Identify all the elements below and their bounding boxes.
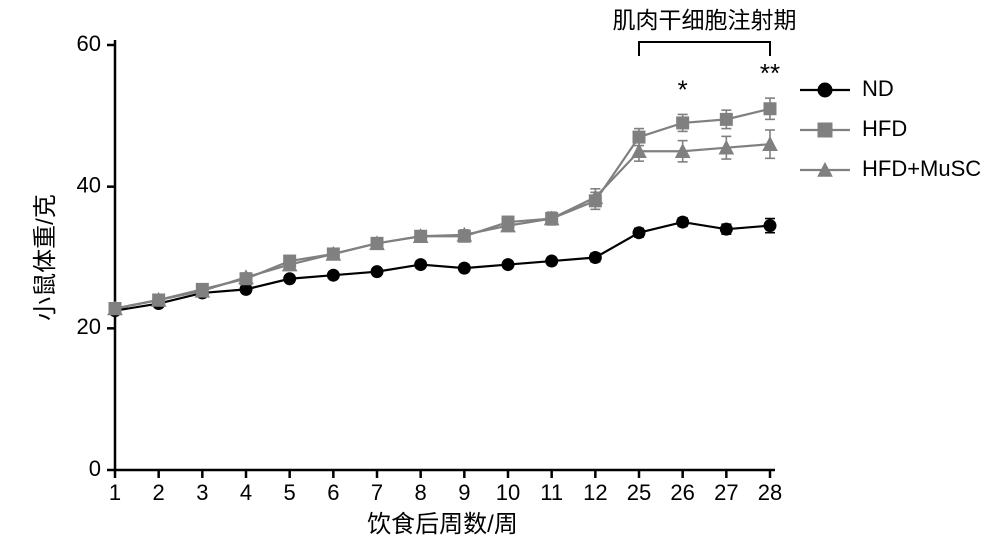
x-tick-label: 9 — [458, 480, 470, 505]
y-tick-label: 0 — [89, 456, 101, 481]
data-marker — [720, 113, 732, 125]
chart-container: 020406012345678910111225262728饮食后周数/周小鼠体… — [0, 0, 1000, 549]
series-line — [115, 109, 770, 309]
legend-label: HFD — [862, 116, 907, 141]
data-marker — [589, 252, 601, 264]
data-marker — [720, 223, 732, 235]
data-marker — [546, 255, 558, 267]
data-marker — [284, 273, 296, 285]
x-tick-label: 8 — [415, 480, 427, 505]
data-marker — [371, 266, 383, 278]
y-axis-label: 小鼠体重/克 — [32, 194, 59, 321]
data-marker — [327, 269, 339, 281]
legend-label: ND — [862, 76, 894, 101]
x-tick-label: 26 — [670, 480, 694, 505]
series-line — [115, 144, 770, 308]
x-tick-label: 2 — [153, 480, 165, 505]
data-marker — [818, 83, 832, 97]
x-tick-label: 3 — [196, 480, 208, 505]
data-marker — [677, 216, 689, 228]
x-tick-label: 25 — [627, 480, 651, 505]
data-marker — [818, 123, 832, 137]
data-marker — [458, 262, 470, 274]
x-tick-label: 11 — [540, 480, 563, 505]
x-tick-label: 4 — [240, 480, 252, 505]
data-marker — [764, 103, 776, 115]
x-tick-label: 1 — [109, 480, 121, 505]
significance-marker: * — [678, 74, 688, 104]
legend-label: HFD+MuSC — [862, 156, 981, 181]
x-tick-label: 7 — [371, 480, 383, 505]
x-tick-label: 27 — [714, 480, 738, 505]
annotation-label: 肌肉干细胞注射期 — [613, 7, 797, 33]
x-tick-label: 28 — [758, 480, 782, 505]
data-marker — [764, 220, 776, 232]
y-tick-label: 60 — [77, 31, 101, 56]
y-tick-label: 40 — [77, 172, 101, 197]
x-tick-label: 6 — [327, 480, 339, 505]
data-marker — [502, 259, 514, 271]
data-marker — [633, 227, 645, 239]
x-tick-label: 5 — [284, 480, 296, 505]
significance-marker: ** — [760, 58, 780, 88]
line-chart: 020406012345678910111225262728饮食后周数/周小鼠体… — [0, 0, 1000, 549]
x-axis-label: 饮食后周数/周 — [367, 511, 518, 538]
x-tick-label: 10 — [496, 480, 520, 505]
data-marker — [677, 117, 689, 129]
data-marker — [415, 259, 427, 271]
y-tick-label: 20 — [77, 314, 101, 339]
annotation-bracket — [639, 42, 770, 56]
x-tick-label: 12 — [583, 480, 607, 505]
